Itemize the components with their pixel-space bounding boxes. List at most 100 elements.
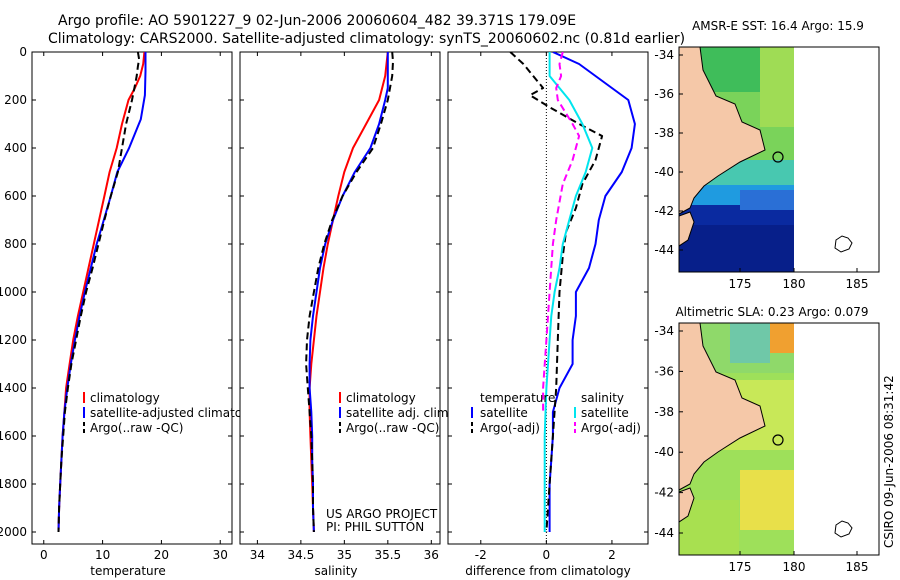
x-tick-label: 35 bbox=[337, 548, 352, 562]
series-argo-raw-qc bbox=[305, 52, 394, 533]
sst-map-title: AMSR-E SST: 16.4 Argo: 15.9 bbox=[692, 19, 864, 33]
salinity-y-ticks bbox=[240, 51, 440, 533]
legend-heading-salinity: salinity bbox=[581, 391, 624, 405]
sla-field bbox=[679, 323, 794, 555]
x-tick-label: 34 bbox=[250, 548, 265, 562]
new-zealand-north-island bbox=[679, 47, 766, 215]
legend-label-temp-satellite: satellite bbox=[480, 406, 528, 420]
legend-label-sal-argo: Argo(-adj) bbox=[581, 421, 641, 435]
series-argo-raw-qc bbox=[57, 52, 141, 533]
legend-label-sal-satellite: satellite bbox=[581, 406, 629, 420]
map-y-tick-label: -38 bbox=[654, 126, 674, 140]
map-x-tick-label: 180 bbox=[783, 277, 806, 291]
salinity-x-ticks: 34 34.5 35 35.5 36 bbox=[250, 52, 439, 562]
difference-x-ticks: -2 0 2 bbox=[475, 52, 616, 562]
difference-legend: temperature satellite Argo(-adj) salinit… bbox=[471, 391, 641, 435]
difference-axes-box bbox=[447, 51, 649, 545]
map-y-tick-label: -36 bbox=[654, 364, 674, 378]
y-tick-label: 1800 bbox=[0, 477, 27, 491]
map-x-tick-label: 185 bbox=[846, 560, 869, 574]
y-tick-label: 1600 bbox=[0, 429, 27, 443]
map-y-tick-label: -44 bbox=[654, 243, 674, 257]
salinity-panel: 34 34.5 35 35.5 36 salinity climatology sate… bbox=[239, 51, 452, 578]
x-tick-label: 2 bbox=[608, 548, 616, 562]
csiro-timestamp-label: CSIRO 09-Jun-2006 08:31:42 bbox=[882, 375, 896, 548]
y-tick-label: 2000 bbox=[0, 525, 27, 539]
x-tick-label: 36 bbox=[424, 548, 439, 562]
sla-map-panel: Altimetric SLA: 0.23 Argo: 0.079 175 180 1… bbox=[654, 305, 880, 574]
temperature-xlabel: temperature bbox=[90, 564, 165, 578]
chatham-islands-outline bbox=[834, 235, 853, 253]
argo-float-position-marker bbox=[772, 151, 784, 163]
series-climatology bbox=[308, 52, 389, 533]
salinity-legend: climatology satellite adj. clim. Argo(..… bbox=[339, 391, 452, 435]
temperature-series bbox=[57, 52, 147, 533]
legend-label-climatology: climatology bbox=[90, 391, 160, 405]
new-zealand-north-island bbox=[679, 323, 766, 491]
y-tick-label: 0 bbox=[19, 45, 27, 59]
x-tick-label: 0 bbox=[40, 548, 48, 562]
argo-float-position-marker bbox=[772, 434, 784, 446]
legend-label-argo: Argo(..raw -QC) bbox=[90, 421, 183, 435]
map-y-tick-label: -34 bbox=[654, 48, 674, 62]
new-zealand-south-island bbox=[679, 487, 695, 523]
temperature-panel: 0 200 400 600 800 1000 1200 1400 1600 1800 2000 0 1… bbox=[0, 45, 268, 578]
sst-map-panel: AMSR-E SST: 16.4 Argo: 15.9 175 180 185 -34… bbox=[654, 19, 880, 291]
temperature-legend: climatology satellite-adjusted climatolo… bbox=[83, 391, 268, 435]
legend-heading-temperature: temperature bbox=[480, 391, 555, 405]
difference-y-ticks bbox=[448, 51, 648, 533]
difference-xlabel: difference from climatology bbox=[465, 564, 631, 578]
y-tick-label: 1000 bbox=[0, 285, 27, 299]
map-y-tick-label: -40 bbox=[654, 445, 674, 459]
sst-map-ticks: 175 180 185 -34 -36 -38 -40 -42 -44 bbox=[654, 48, 868, 291]
legend-label-satellite-adj: satellite adj. clim. bbox=[346, 406, 452, 420]
y-tick-label: 400 bbox=[4, 141, 27, 155]
salinity-series bbox=[305, 52, 394, 533]
series-salinity-argo-adj bbox=[542, 52, 581, 412]
temperature-x-ticks: 0 10 20 30 bbox=[40, 52, 228, 562]
y-tick-label: 1200 bbox=[0, 333, 27, 347]
map-y-tick-label: -42 bbox=[654, 204, 674, 218]
figure-title-line-2: Climatology: CARS2000. Satellite-adjuste… bbox=[48, 31, 685, 47]
difference-panel: -2 0 2 difference from climatology tempera… bbox=[447, 51, 649, 578]
map-x-tick-label: 175 bbox=[729, 560, 752, 574]
map-y-tick-label: -38 bbox=[654, 405, 674, 419]
salinity-xlabel: salinity bbox=[314, 564, 357, 578]
x-tick-label: -2 bbox=[475, 548, 487, 562]
sst-field bbox=[679, 47, 794, 272]
map-y-tick-label: -44 bbox=[654, 526, 674, 540]
project-annotation: US ARGO PROJECT bbox=[326, 507, 438, 521]
legend-label-satellite-adjusted: satellite-adjusted climatology bbox=[90, 406, 268, 420]
map-x-tick-label: 175 bbox=[729, 277, 752, 291]
y-tick-label: 1400 bbox=[0, 381, 27, 395]
pi-annotation: PI: PHIL SUTTON bbox=[326, 520, 424, 534]
x-tick-label: 34.5 bbox=[288, 548, 315, 562]
x-tick-label: 20 bbox=[154, 548, 169, 562]
map-x-tick-label: 180 bbox=[783, 560, 806, 574]
new-zealand-south-island bbox=[679, 211, 695, 247]
map-y-tick-label: -36 bbox=[654, 87, 674, 101]
sst-map-frame bbox=[678, 46, 880, 273]
y-tick-label: 200 bbox=[4, 93, 27, 107]
sla-map-frame bbox=[678, 322, 880, 556]
difference-series bbox=[509, 52, 636, 533]
series-salinity-satellite bbox=[543, 52, 594, 532]
map-y-tick-label: -40 bbox=[654, 165, 674, 179]
y-tick-label: 800 bbox=[4, 237, 27, 251]
temperature-axes-box bbox=[31, 51, 233, 545]
x-tick-label: 10 bbox=[95, 548, 110, 562]
sla-map-title: Altimetric SLA: 0.23 Argo: 0.079 bbox=[675, 305, 868, 319]
map-y-tick-label: -34 bbox=[654, 324, 674, 338]
figure-title-line-1: Argo profile: AO 5901227_9 02-Jun-2006 2… bbox=[58, 13, 576, 29]
map-x-tick-label: 185 bbox=[846, 277, 869, 291]
salinity-axes-box bbox=[239, 51, 441, 545]
x-tick-label: 30 bbox=[213, 548, 228, 562]
series-temperature-argo-adj bbox=[509, 52, 604, 533]
x-tick-label: 0 bbox=[543, 548, 551, 562]
legend-label-temp-argo: Argo(-adj) bbox=[480, 421, 540, 435]
map-y-tick-label: -42 bbox=[654, 486, 674, 500]
sla-map-ticks: 175 180 185 -34 -36 -38 -40 -42 -44 bbox=[654, 324, 868, 574]
chatham-islands-outline bbox=[834, 520, 853, 538]
legend-label-argo: Argo(..raw -QC) bbox=[346, 421, 439, 435]
